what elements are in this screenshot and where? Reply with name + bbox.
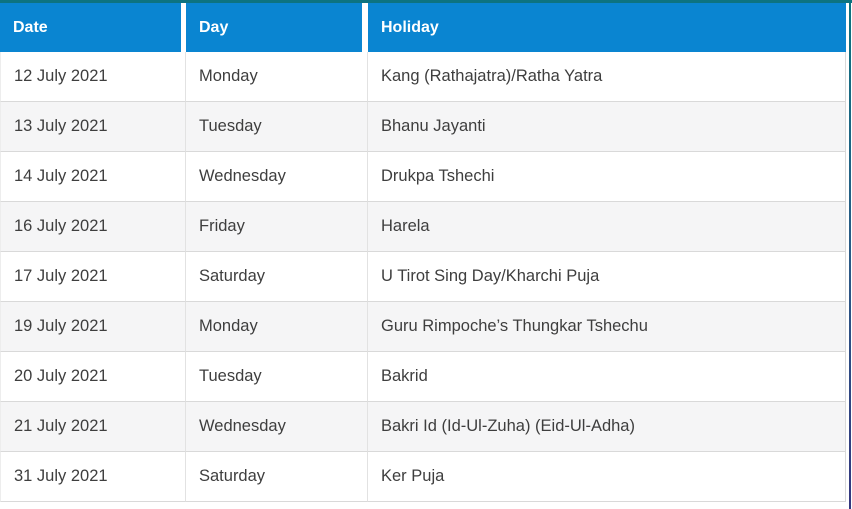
day-cell: Tuesday — [186, 352, 368, 402]
day-cell: Saturday — [186, 452, 368, 502]
day-cell: Monday — [186, 52, 368, 102]
date-cell: 19 July 2021 — [0, 302, 186, 352]
column-header-day: Day — [186, 3, 368, 52]
date-cell: 20 July 2021 — [0, 352, 186, 402]
day-cell: Monday — [186, 302, 368, 352]
date-cell: 14 July 2021 — [0, 152, 186, 202]
day-cell: Wednesday — [186, 402, 368, 452]
holiday-cell: U Tirot Sing Day/Kharchi Puja — [368, 252, 846, 302]
day-cell: Tuesday — [186, 102, 368, 152]
table-row: 31 July 2021 Saturday Ker Puja — [0, 452, 846, 502]
holidays-table: Date Day Holiday 12 July 2021 Monday Kan… — [0, 3, 846, 502]
date-cell: 21 July 2021 — [0, 402, 186, 452]
date-cell: 12 July 2021 — [0, 52, 186, 102]
day-cell: Wednesday — [186, 152, 368, 202]
holiday-cell: Bakrid — [368, 352, 846, 402]
date-cell: 13 July 2021 — [0, 102, 186, 152]
table-header: Date Day Holiday — [0, 3, 846, 52]
table-row: 19 July 2021 Monday Guru Rimpoche’s Thun… — [0, 302, 846, 352]
holiday-cell: Guru Rimpoche’s Thungkar Tshechu — [368, 302, 846, 352]
date-cell: 17 July 2021 — [0, 252, 186, 302]
table-row: 14 July 2021 Wednesday Drukpa Tshechi — [0, 152, 846, 202]
table-row: 17 July 2021 Saturday U Tirot Sing Day/K… — [0, 252, 846, 302]
holiday-cell: Drukpa Tshechi — [368, 152, 846, 202]
table-body: 12 July 2021 Monday Kang (Rathajatra)/Ra… — [0, 52, 846, 502]
holiday-cell: Ker Puja — [368, 452, 846, 502]
right-accent-line — [849, 0, 851, 509]
top-accent-line — [0, 0, 852, 3]
header-row: Date Day Holiday — [0, 3, 846, 52]
date-cell: 31 July 2021 — [0, 452, 186, 502]
column-header-holiday: Holiday — [368, 3, 846, 52]
table-row: 12 July 2021 Monday Kang (Rathajatra)/Ra… — [0, 52, 846, 102]
table-row: 13 July 2021 Tuesday Bhanu Jayanti — [0, 102, 846, 152]
day-cell: Saturday — [186, 252, 368, 302]
holiday-cell: Bhanu Jayanti — [368, 102, 846, 152]
date-cell: 16 July 2021 — [0, 202, 186, 252]
table-row: 20 July 2021 Tuesday Bakrid — [0, 352, 846, 402]
holiday-cell: Harela — [368, 202, 846, 252]
table-row: 21 July 2021 Wednesday Bakri Id (Id-Ul-Z… — [0, 402, 846, 452]
column-header-date: Date — [0, 3, 186, 52]
holiday-cell: Kang (Rathajatra)/Ratha Yatra — [368, 52, 846, 102]
table-row: 16 July 2021 Friday Harela — [0, 202, 846, 252]
holiday-cell: Bakri Id (Id-Ul-Zuha) (Eid-Ul-Adha) — [368, 402, 846, 452]
day-cell: Friday — [186, 202, 368, 252]
